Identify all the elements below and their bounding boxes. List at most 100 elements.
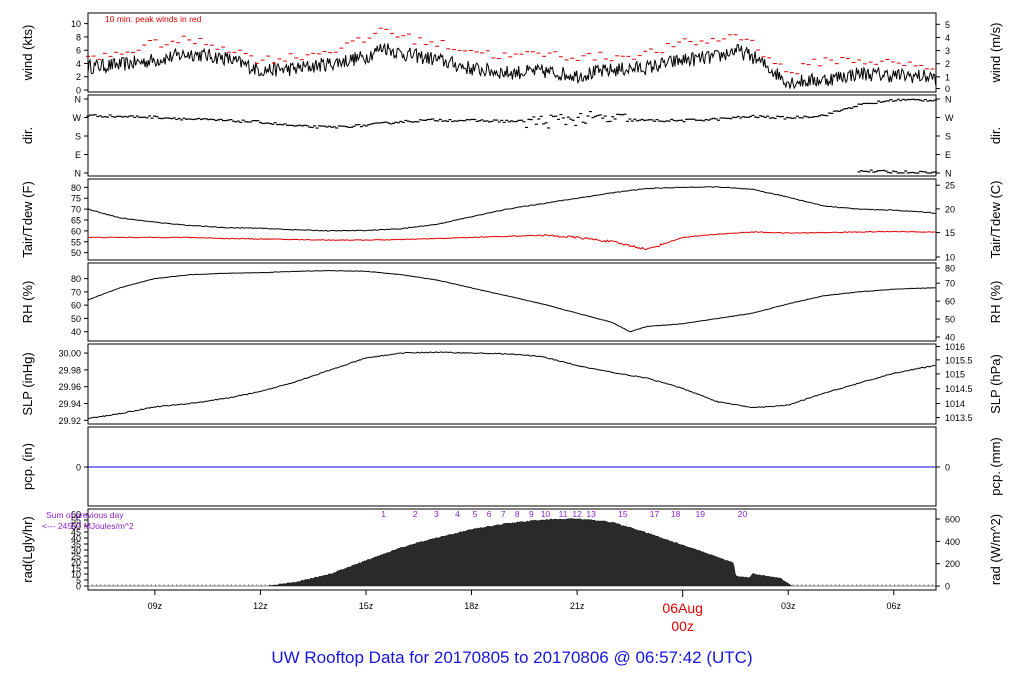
rad-hour-mark: 9 xyxy=(529,509,534,519)
rad-baseline-dot xyxy=(226,584,228,586)
rad-baseline-dot xyxy=(205,584,207,586)
rad-ytick-label: 45 xyxy=(71,528,81,538)
rad-baseline-dot xyxy=(902,584,904,586)
rh-ylabel: RH (%) xyxy=(20,281,35,324)
rad-baseline-dot xyxy=(792,584,794,586)
slp-ylabel-right: SLP (hPa) xyxy=(988,354,1003,414)
rad-ylabel-right: rad (W/m^2) xyxy=(988,514,1003,585)
rad-hour-mark: 11 xyxy=(559,509,568,519)
rad-hour-mark: 4 xyxy=(455,509,460,519)
rad-baseline-dot xyxy=(931,584,934,586)
rh-ytick-label: 40 xyxy=(71,327,81,337)
slp-ylabel: SLP (inHg) xyxy=(20,352,35,415)
rad-ytick-label: 50 xyxy=(71,522,81,532)
rad-baseline-dot xyxy=(264,584,266,586)
wind-ytick-right-label: 4 xyxy=(945,33,950,43)
rad-baseline-dot xyxy=(197,584,199,586)
rad-baseline-dot xyxy=(163,584,165,586)
wind-ytick-label: 10 xyxy=(71,19,81,29)
rad-baseline-dot xyxy=(154,584,157,586)
rad-annotation-line1: Sum of previous day xyxy=(46,510,124,520)
temp-ytick-right-label: 15 xyxy=(945,228,955,238)
temp-series-line xyxy=(87,230,936,251)
rad-baseline-dot xyxy=(142,584,144,586)
rad-baseline-dot xyxy=(898,584,900,586)
wind-annotation: 10 min. peak winds in red xyxy=(105,14,202,24)
rad-baseline-dot xyxy=(927,584,929,586)
rad-hour-mark: 17 xyxy=(650,509,660,519)
rad-baseline-dot xyxy=(180,584,182,586)
wind-ytick-label: 4 xyxy=(76,59,81,69)
rad-baseline-dot xyxy=(881,584,883,586)
wind-ytick-right-label: 2 xyxy=(945,59,950,69)
dir-ylabel-right: dir. xyxy=(988,127,1003,144)
slp-ytick-right-label: 1014 xyxy=(945,399,965,409)
rh-ytick-right-label: 60 xyxy=(945,297,955,307)
rad-baseline-dot xyxy=(855,584,858,586)
wind-ytick-right-label: 0 xyxy=(945,84,950,94)
rad-ytick-label: 40 xyxy=(71,534,81,544)
slp-ytick-label: 29.92 xyxy=(58,416,81,426)
rad-ytick-label: 55 xyxy=(71,516,81,526)
temp-ytick-label: 70 xyxy=(71,205,81,215)
temp-ytick-label: 55 xyxy=(71,237,81,247)
rad-ytick-label: 20 xyxy=(71,558,81,568)
wind-ylabel: wind (kts) xyxy=(20,25,35,82)
rad-baseline-dot xyxy=(843,584,845,586)
rad-baseline-dot xyxy=(834,584,836,586)
wind-panel-frame xyxy=(87,12,937,93)
pcp-ylabel-right: pcp. (mm) xyxy=(988,437,1003,496)
rad-hour-mark: 3 xyxy=(434,509,439,519)
temp-series-line xyxy=(87,186,936,232)
rh-ytick-label: 80 xyxy=(71,274,81,284)
rad-baseline-dot xyxy=(813,584,815,586)
chart-title: UW Rooftop Data for 20170805 to 20170806… xyxy=(271,648,753,667)
rh-ytick-right-label: 50 xyxy=(945,315,955,325)
rad-baseline-dot xyxy=(243,584,245,586)
rad-baseline-dot xyxy=(800,584,803,586)
temp-ytick-right-label: 10 xyxy=(945,253,955,263)
slp-ytick-label: 30.00 xyxy=(58,349,81,359)
x-date-label: 06Aug xyxy=(662,600,702,616)
pcp-ytick-label: 0 xyxy=(76,463,81,473)
rad-ytick-label: 60 xyxy=(71,510,81,520)
rad-baseline-dot xyxy=(268,584,271,586)
rad-ytick-right-label: 400 xyxy=(945,537,960,547)
pcp-ylabel: pcp. (in) xyxy=(20,443,35,490)
wind-ytick-label: 2 xyxy=(76,72,81,82)
rad-baseline-dot xyxy=(91,584,93,586)
solar-radiation-area xyxy=(88,518,936,587)
temp-ylabel-right: Tair/Tdew (C) xyxy=(988,180,1003,258)
rad-baseline-dot xyxy=(893,584,896,586)
rad-baseline-dot xyxy=(159,584,161,586)
slp-ytick-label: 29.96 xyxy=(58,382,81,392)
rad-hour-mark: 7 xyxy=(501,509,506,519)
rad-baseline-dot xyxy=(209,584,212,586)
dir-ylabel: dir. xyxy=(20,127,35,144)
rad-baseline-dot xyxy=(104,584,106,586)
rad-hour-mark: 18 xyxy=(671,509,681,519)
rad-baseline-dot xyxy=(116,584,119,586)
rad-baseline-dot xyxy=(838,584,841,586)
slp-ytick-right-label: 1016 xyxy=(945,342,965,352)
rad-baseline-dot xyxy=(214,584,216,586)
rad-baseline-dot xyxy=(171,584,174,586)
rad-baseline-dot xyxy=(176,584,178,586)
slp-ytick-label: 29.98 xyxy=(58,365,81,375)
rad-baseline-dot xyxy=(910,584,912,586)
rad-baseline-dot xyxy=(914,584,917,586)
rad-baseline-dot xyxy=(100,584,102,586)
dir-ytick-label: W xyxy=(73,113,82,123)
rad-baseline-dot xyxy=(872,584,874,586)
rad-ytick-label: 5 xyxy=(76,576,81,586)
rad-hour-mark: 5 xyxy=(473,509,478,519)
dir-ytick-label: S xyxy=(75,132,81,142)
rad-ytick-right-label: 0 xyxy=(945,582,950,592)
rad-baseline-dot xyxy=(260,584,262,586)
rh-ytick-right-label: 80 xyxy=(945,264,955,274)
dir-ytick-right-label: W xyxy=(945,113,954,123)
wind-ytick-label: 6 xyxy=(76,46,81,56)
x-tick-label: 21z xyxy=(570,601,585,611)
rad-baseline-dot xyxy=(192,584,195,586)
rad-hour-mark: 10 xyxy=(541,509,551,519)
